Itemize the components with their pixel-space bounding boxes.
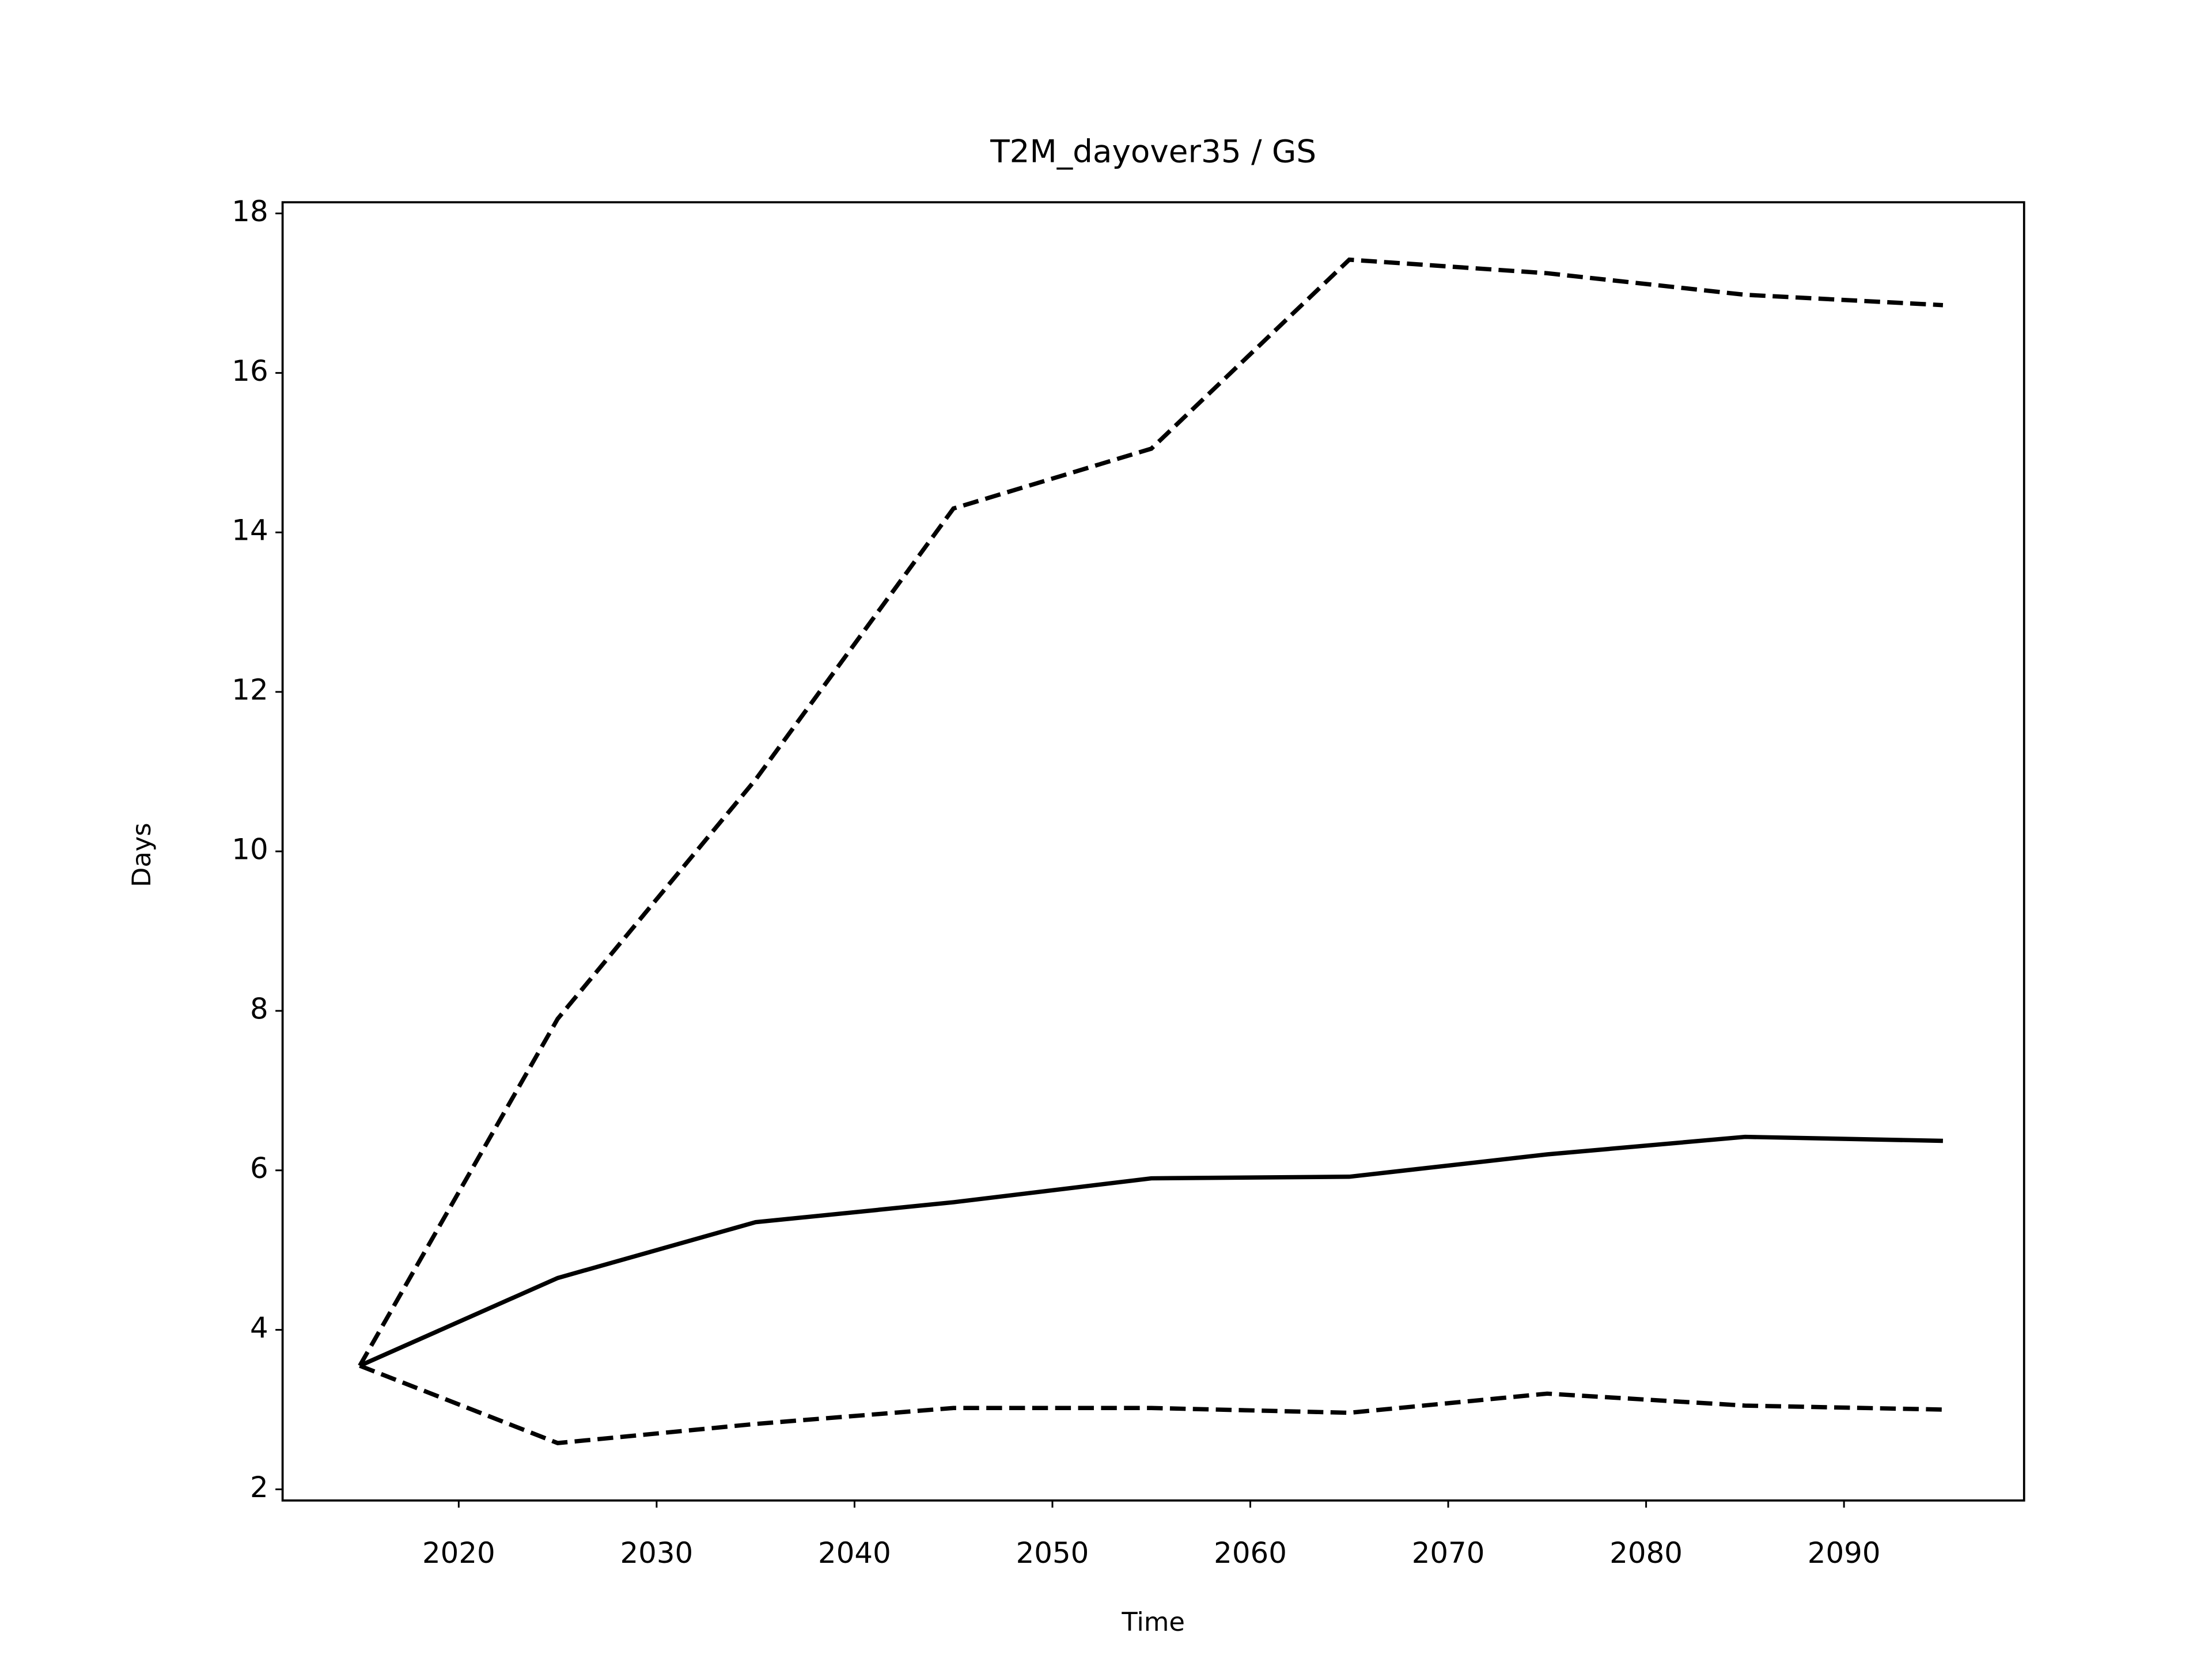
x-tick-label: 2080 <box>1609 1536 1683 1570</box>
x-tick-label: 2070 <box>1412 1536 1485 1570</box>
line-series <box>359 1363 1943 1445</box>
line-series <box>359 1134 1943 1368</box>
y-tick-label: 16 <box>232 354 268 388</box>
x-tick-label: 2050 <box>1016 1536 1089 1570</box>
chart-title: T2M_dayover35 / GS <box>990 133 1316 170</box>
x-tick-label: 2090 <box>1808 1536 1881 1570</box>
y-tick-label: 18 <box>232 195 268 228</box>
y-tick-label: 8 <box>250 992 268 1025</box>
y-tick-label: 4 <box>250 1311 268 1344</box>
y-tick-label: 12 <box>232 673 268 707</box>
y-tick-label: 14 <box>232 514 268 547</box>
y-tick-label: 10 <box>232 832 268 866</box>
line-series <box>358 257 1944 1367</box>
x-tick-label: 2060 <box>1214 1536 1287 1570</box>
x-tick-label: 2020 <box>422 1536 495 1570</box>
x-axis-label: Time <box>1121 1607 1185 1637</box>
x-tick-label: 2030 <box>620 1536 694 1570</box>
plot-frame <box>281 201 2025 1502</box>
x-tick-label: 2040 <box>818 1536 891 1570</box>
y-axis-label: Days <box>126 823 157 887</box>
y-tick-label: 6 <box>250 1152 268 1185</box>
y-tick-label: 2 <box>250 1471 268 1504</box>
